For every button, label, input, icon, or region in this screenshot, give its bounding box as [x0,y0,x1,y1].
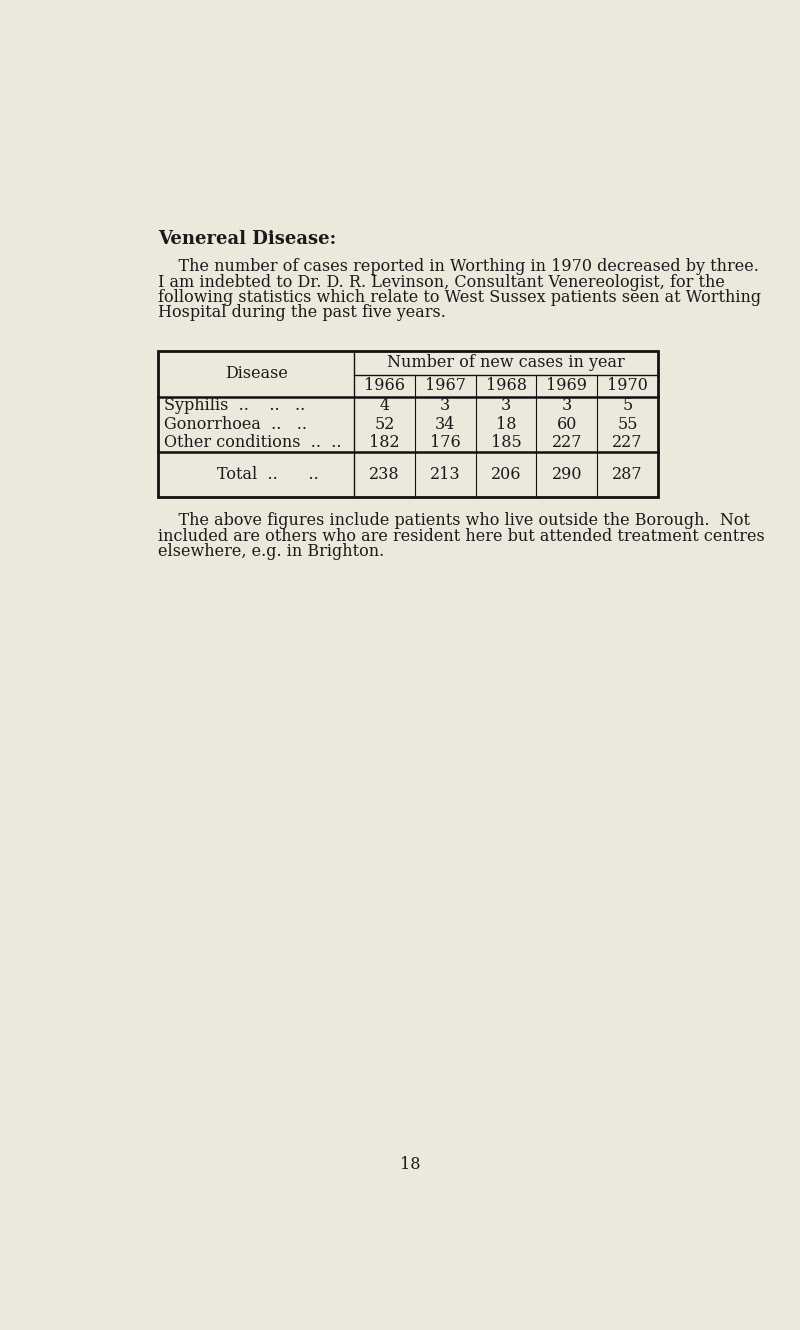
Text: 1966: 1966 [364,378,405,395]
Text: Total  ..      ..: Total .. .. [217,465,318,483]
Text: 18: 18 [400,1156,420,1173]
Text: 206: 206 [491,465,522,483]
Text: 1968: 1968 [486,378,526,395]
Text: 18: 18 [496,416,516,434]
Text: Syphilis  ..    ..   ..: Syphilis .. .. .. [164,398,306,415]
Text: Other conditions  ..  ..: Other conditions .. .. [164,435,342,451]
Text: The number of cases reported in Worthing in 1970 decreased by three.: The number of cases reported in Worthing… [158,258,759,275]
Text: 182: 182 [370,435,400,451]
Text: 213: 213 [430,465,461,483]
Text: Venereal Disease:: Venereal Disease: [158,230,336,249]
Text: Gonorrhoea  ..   ..: Gonorrhoea .. .. [164,416,307,434]
Text: 60: 60 [557,416,577,434]
Text: 3: 3 [562,398,572,415]
Text: 1970: 1970 [607,378,648,395]
Text: 55: 55 [618,416,638,434]
Text: 238: 238 [370,465,400,483]
Text: 227: 227 [612,435,643,451]
Text: 1969: 1969 [546,378,587,395]
Text: I am indebted to Dr. D. R. Levinson, Consultant Venereologist, for the: I am indebted to Dr. D. R. Levinson, Con… [158,274,725,290]
Text: 290: 290 [552,465,582,483]
Text: Number of new cases in year: Number of new cases in year [387,354,625,371]
Text: elsewhere, e.g. in Brighton.: elsewhere, e.g. in Brighton. [158,543,384,560]
Text: 34: 34 [435,416,455,434]
Text: Disease: Disease [225,366,288,382]
Text: 52: 52 [374,416,394,434]
Text: 3: 3 [501,398,511,415]
Text: 227: 227 [552,435,582,451]
Text: included are others who are resident here but attended treatment centres: included are others who are resident her… [158,528,765,545]
Text: 3: 3 [440,398,450,415]
Text: following statistics which relate to West Sussex patients seen at Worthing: following statistics which relate to Wes… [158,289,762,306]
Text: 1967: 1967 [425,378,466,395]
Text: 287: 287 [612,465,643,483]
Bar [158,351,658,497]
Text: 4: 4 [379,398,390,415]
Text: 5: 5 [622,398,633,415]
Text: The above figures include patients who live outside the Borough.  Not: The above figures include patients who l… [158,512,750,529]
Text: Hospital during the past five years.: Hospital during the past five years. [158,305,446,322]
Text: 185: 185 [490,435,522,451]
Text: 176: 176 [430,435,461,451]
